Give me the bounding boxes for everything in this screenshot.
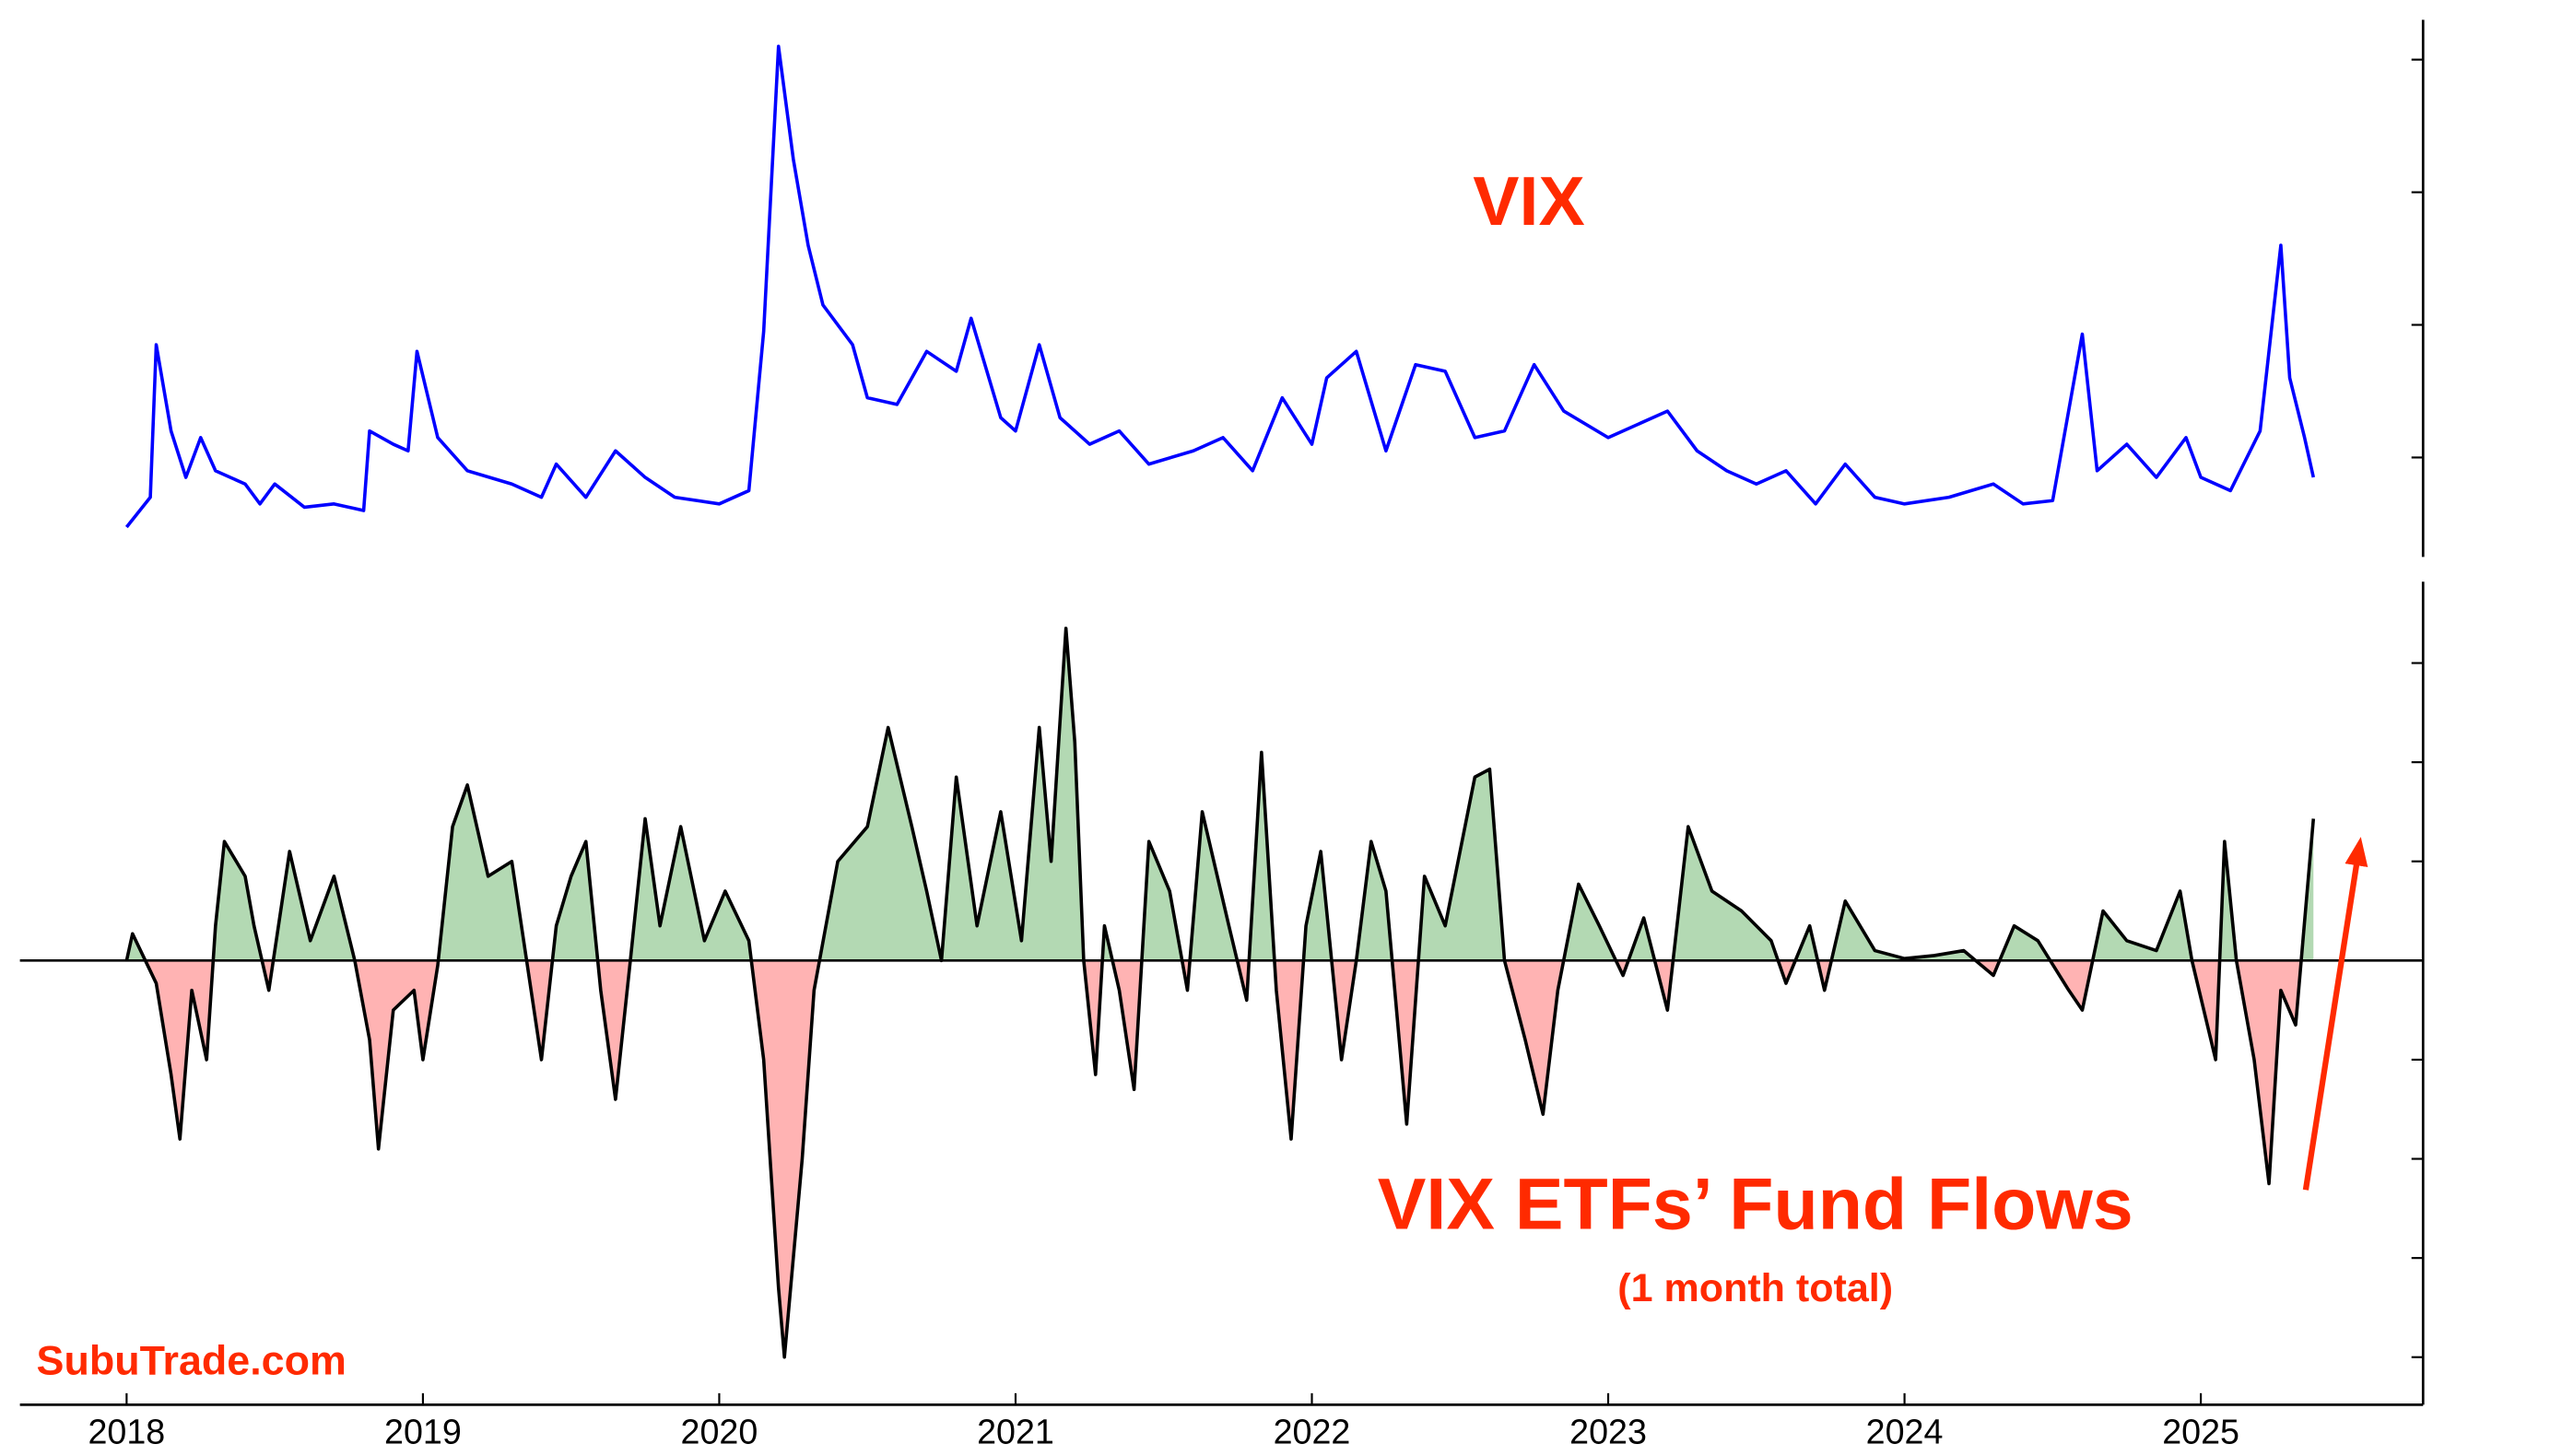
arrow xyxy=(2302,837,2368,1191)
watermark: SubuTrade.com xyxy=(37,1336,347,1383)
x-tick-label: 2022 xyxy=(1274,1413,1351,1451)
positive-area xyxy=(126,628,2314,961)
x-tick-label: 2020 xyxy=(681,1413,758,1451)
x-tick-label: 2018 xyxy=(88,1413,165,1451)
series-line xyxy=(124,44,2316,529)
negative-area xyxy=(145,960,2302,1357)
x-tick-label: 2021 xyxy=(977,1413,1054,1451)
series-line xyxy=(124,627,2316,1359)
vix-label: VIX xyxy=(1473,162,1584,240)
flows-label: VIX ETFs’ Fund Flows xyxy=(1378,1164,2133,1245)
x-tick-label: 2023 xyxy=(1569,1413,1647,1451)
x-tick-label: 2025 xyxy=(2162,1413,2239,1451)
x-tick-label: 2019 xyxy=(384,1413,462,1451)
flows-sublabel: (1 month total) xyxy=(1617,1266,1893,1310)
x-tick-label: 2024 xyxy=(1866,1413,1944,1451)
